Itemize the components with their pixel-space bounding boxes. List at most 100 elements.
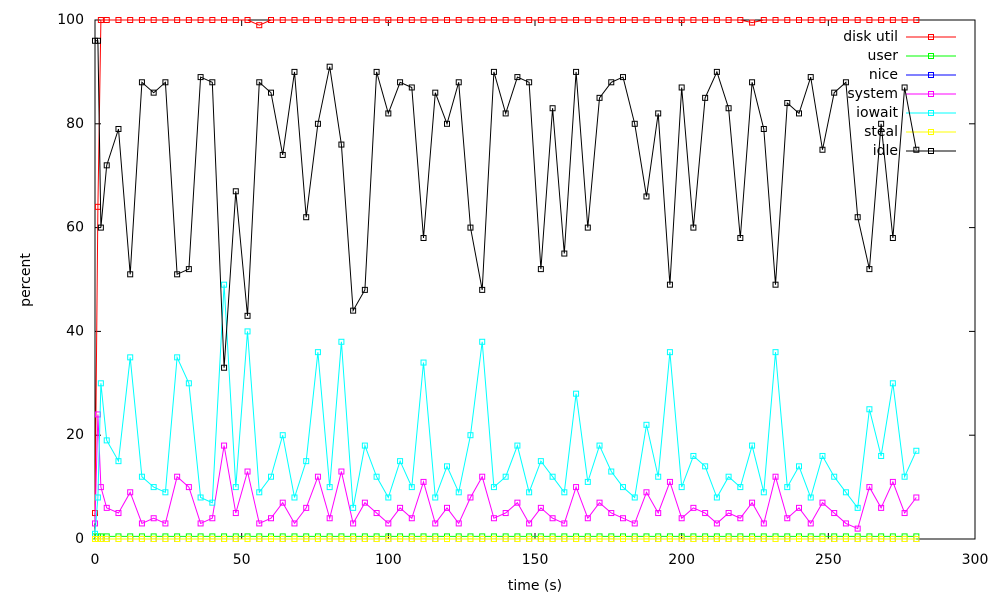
data-point [385,110,392,117]
data-point [502,510,509,517]
data-point [749,19,756,26]
data-point [573,484,580,491]
data-point [244,536,251,542]
data-point [772,349,779,356]
data-point [221,536,228,542]
data-point [666,478,673,485]
data-point [268,536,274,542]
series-line [94,284,917,534]
data-point [326,17,333,23]
data-point [326,63,333,70]
data-point [526,520,533,527]
data-point [537,504,544,511]
data-point [901,473,908,480]
data-point [866,406,873,413]
data-point [467,494,474,501]
data-point [678,17,685,23]
data-point [889,17,896,23]
data-point [749,442,756,449]
data-point [279,432,286,439]
data-point [526,489,533,496]
data-point [561,250,568,257]
data-point [549,473,556,480]
legend-label: system [847,86,898,102]
data-point [455,489,462,496]
y-tick-label: 20 [66,427,84,443]
data-point [772,473,779,480]
data-point [878,120,885,127]
data-point [537,458,544,465]
data-point [150,89,157,96]
data-point [432,17,439,23]
data-point [737,536,744,542]
data-point [103,162,110,169]
data-point [549,515,556,522]
data-point [420,536,427,542]
data-point [584,478,591,485]
data-point [338,468,345,475]
y-tick-label: 60 [66,220,84,236]
data-point [584,17,591,23]
series-line [94,19,917,514]
data-point [326,515,333,522]
data-point [115,536,122,542]
data-point [420,17,427,23]
data-point [209,79,216,86]
data-point [432,536,439,542]
data-point [314,17,321,23]
data-point [643,193,650,200]
data-point [631,120,638,127]
data-point [502,17,509,23]
data-point [889,234,896,241]
data-point [162,489,169,496]
legend-marker [928,148,934,154]
data-point [373,536,380,542]
data-point [385,536,392,542]
data-point [303,458,310,465]
data-point [549,105,556,112]
data-point [97,17,104,23]
data-point [772,281,779,288]
data-point [185,17,192,23]
legend-marker [928,53,934,59]
data-point [467,536,474,542]
data-point [373,510,380,517]
data-point [537,266,544,273]
data-point [174,17,181,23]
data-point [490,17,497,23]
legend-marker [928,34,934,40]
data-point [268,515,274,522]
legend-label: user [867,48,898,64]
data-point [725,105,732,112]
data-point [244,312,251,319]
data-point [127,354,134,361]
data-point [561,489,568,496]
data-point [796,17,802,23]
data-point [373,17,380,23]
data-point [878,452,885,459]
data-point [103,536,110,542]
data-point [115,125,122,132]
data-point [749,499,756,506]
data-point [842,17,849,23]
data-point [397,536,404,542]
data-point [549,17,556,23]
data-point [502,110,509,117]
data-point [408,84,415,91]
data-point [831,473,838,480]
data-point [115,17,122,23]
data-point [819,17,826,23]
data-point [197,17,204,23]
data-point [314,349,321,356]
data-point [291,520,298,527]
data-point [467,224,474,231]
data-point [138,473,145,480]
data-point [889,478,896,485]
data-point [889,536,896,542]
data-point [549,536,556,542]
data-point [97,536,104,542]
data-point [244,17,251,23]
x-axis-label: time (s) [508,578,562,594]
data-point [713,520,720,527]
